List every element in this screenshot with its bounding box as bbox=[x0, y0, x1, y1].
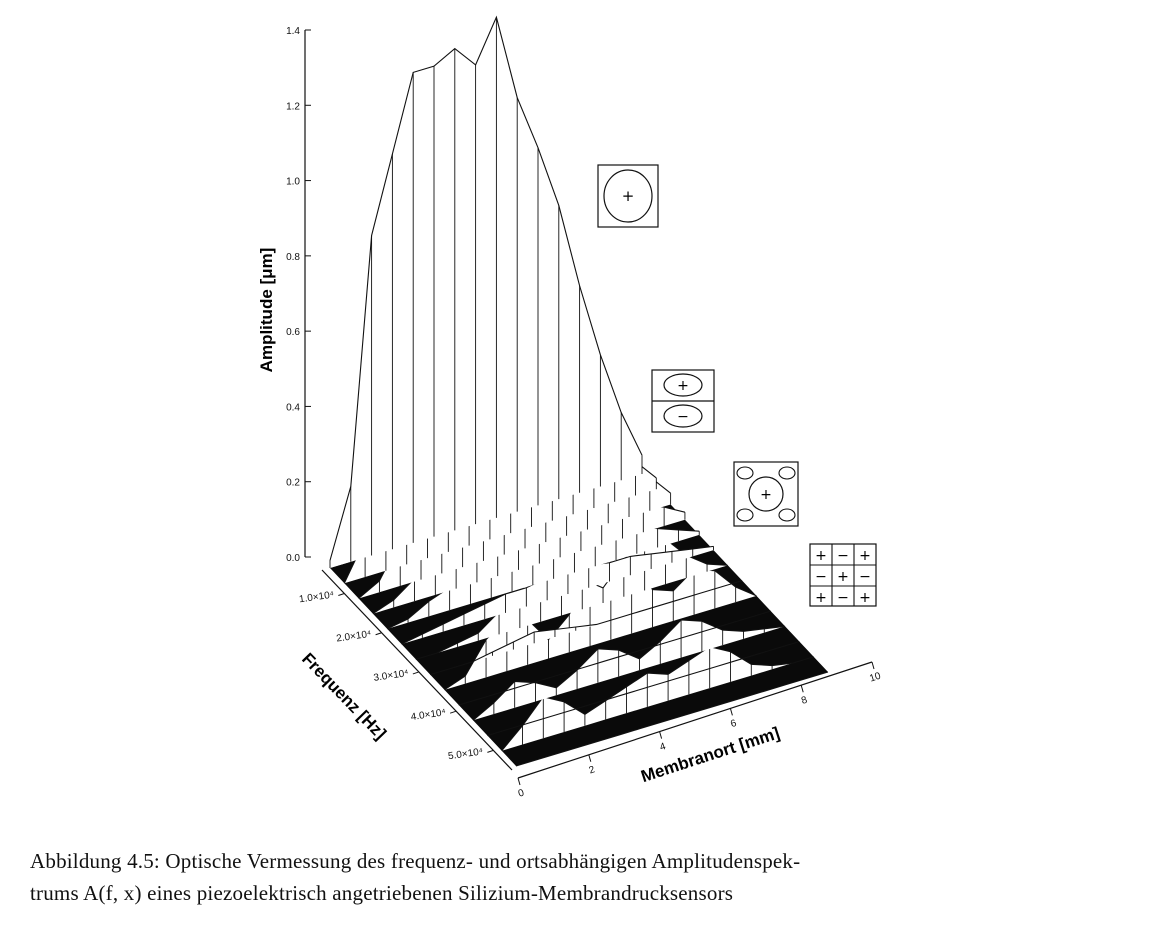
frequency-tick-label: 2.0×10⁴ bbox=[336, 629, 372, 645]
mode-shape-1: + bbox=[597, 164, 659, 228]
surface-ridge-fill bbox=[387, 527, 700, 629]
position-tick-label: 6 bbox=[729, 718, 738, 730]
surface-row-line bbox=[429, 580, 743, 676]
surface-row-line bbox=[458, 610, 771, 706]
mode1-sign: + bbox=[622, 187, 635, 205]
position-tick-label: 4 bbox=[658, 741, 667, 753]
mode2-minus: − bbox=[677, 409, 689, 425]
mode4-sign: − bbox=[837, 590, 849, 606]
mode4-sign: − bbox=[837, 548, 849, 564]
surface-ridge-fill bbox=[330, 17, 642, 568]
caption-line-2: trums A(f, x) eines piezoelektrisch ange… bbox=[30, 881, 734, 905]
amplitude-axis-label: Amplitude [μm] bbox=[257, 248, 276, 373]
surface-ridge-fill bbox=[501, 646, 814, 751]
position-tick bbox=[800, 685, 804, 693]
mode4-sign: + bbox=[837, 569, 849, 585]
amplitude-tick-label: 1.4 bbox=[286, 26, 300, 37]
surface-row-line bbox=[501, 646, 814, 752]
caption-line-1: Abbildung 4.5: Optische Vermessung des f… bbox=[30, 849, 801, 873]
surface-ridge-fill bbox=[401, 546, 714, 645]
frequency-tick bbox=[412, 671, 420, 675]
frequency-tick bbox=[449, 710, 457, 714]
mode-shape-2: + − bbox=[651, 369, 715, 433]
frequency-tick-label: 4.0×10⁴ bbox=[410, 707, 446, 723]
mode4-sign: + bbox=[859, 590, 871, 606]
mode4-sign: − bbox=[859, 569, 871, 585]
amplitude-tick-label: 1.0 bbox=[286, 177, 300, 188]
surface-ridge-fill bbox=[444, 549, 757, 690]
mode-shape-3: + bbox=[733, 461, 799, 527]
mode4-sign: − bbox=[815, 569, 827, 585]
mode2-plus: + bbox=[677, 378, 689, 394]
position-tick-label: 2 bbox=[588, 764, 597, 776]
frequency-tick bbox=[487, 749, 494, 753]
amplitude-tick-label: 0.6 bbox=[286, 327, 300, 338]
figure: 0.0 0.2 0.4 0.6 0.8 1.0 1.2 1.4 Amplitude [μm] … bbox=[257, 15, 883, 800]
mode3-sign: + bbox=[760, 487, 772, 503]
surface-row-line bbox=[487, 641, 800, 737]
figure-caption: Abbildung 4.5: Optische Vermessung des f… bbox=[30, 845, 1130, 909]
position-tick bbox=[871, 661, 875, 670]
position-tick bbox=[588, 754, 592, 762]
surface-plot: 0.00.20.40.60.81.01.21.4 Amplitude [μm] … bbox=[257, 15, 883, 800]
mode-shape-4: + − +− + −+ − + bbox=[809, 543, 877, 607]
frequency-axis bbox=[321, 569, 513, 771]
frequency-tick bbox=[375, 632, 382, 636]
position-tick-label: 0 bbox=[517, 787, 526, 799]
mode4-sign: + bbox=[815, 548, 827, 564]
amplitude-tick-label: 1.2 bbox=[286, 101, 300, 112]
position-tick bbox=[729, 708, 733, 716]
frequency-tick-label: 1.0×10⁴ bbox=[298, 590, 334, 606]
surface-ridge-fill bbox=[372, 500, 685, 614]
mode4-sign: + bbox=[815, 590, 827, 606]
amplitude-tick-label: 0.8 bbox=[286, 252, 300, 263]
position-tick-label: 10 bbox=[868, 671, 882, 685]
mode4-sign: + bbox=[859, 548, 871, 564]
position-tick-label: 8 bbox=[800, 695, 809, 707]
amplitude-tick-label: 0.2 bbox=[286, 478, 300, 489]
surface-row-line bbox=[515, 671, 829, 767]
amplitude-ticks: 0.0 0.2 0.4 0.6 0.8 1.0 1.2 1.4 bbox=[286, 26, 311, 564]
frequency-tick-label: 5.0×10⁴ bbox=[447, 746, 483, 762]
surface-row-line bbox=[472, 619, 786, 721]
position-tick bbox=[517, 777, 521, 786]
surface-row-line bbox=[329, 15, 643, 561]
frequency-tick-label: 3.0×10⁴ bbox=[373, 668, 409, 684]
surface-ridge-fill bbox=[473, 619, 786, 721]
position-ticks: 0 2 4 6 8 10 bbox=[517, 661, 883, 800]
position-tick bbox=[659, 731, 663, 739]
amplitude-tick-label: 0.0 bbox=[286, 553, 300, 564]
amplitude-tick-label: 0.4 bbox=[286, 402, 300, 413]
surface-mesh bbox=[329, 15, 829, 767]
frequency-ticks: 1.0×10⁴ 2.0×10⁴ 3.0×10⁴ 4.0×10⁴ 5.0×10⁴ bbox=[298, 590, 494, 762]
position-axis bbox=[517, 661, 873, 779]
frequency-tick bbox=[338, 593, 345, 597]
frequency-axis-label: Frequenz [Hz] bbox=[298, 649, 390, 743]
surface-ridge-fill bbox=[430, 580, 743, 675]
